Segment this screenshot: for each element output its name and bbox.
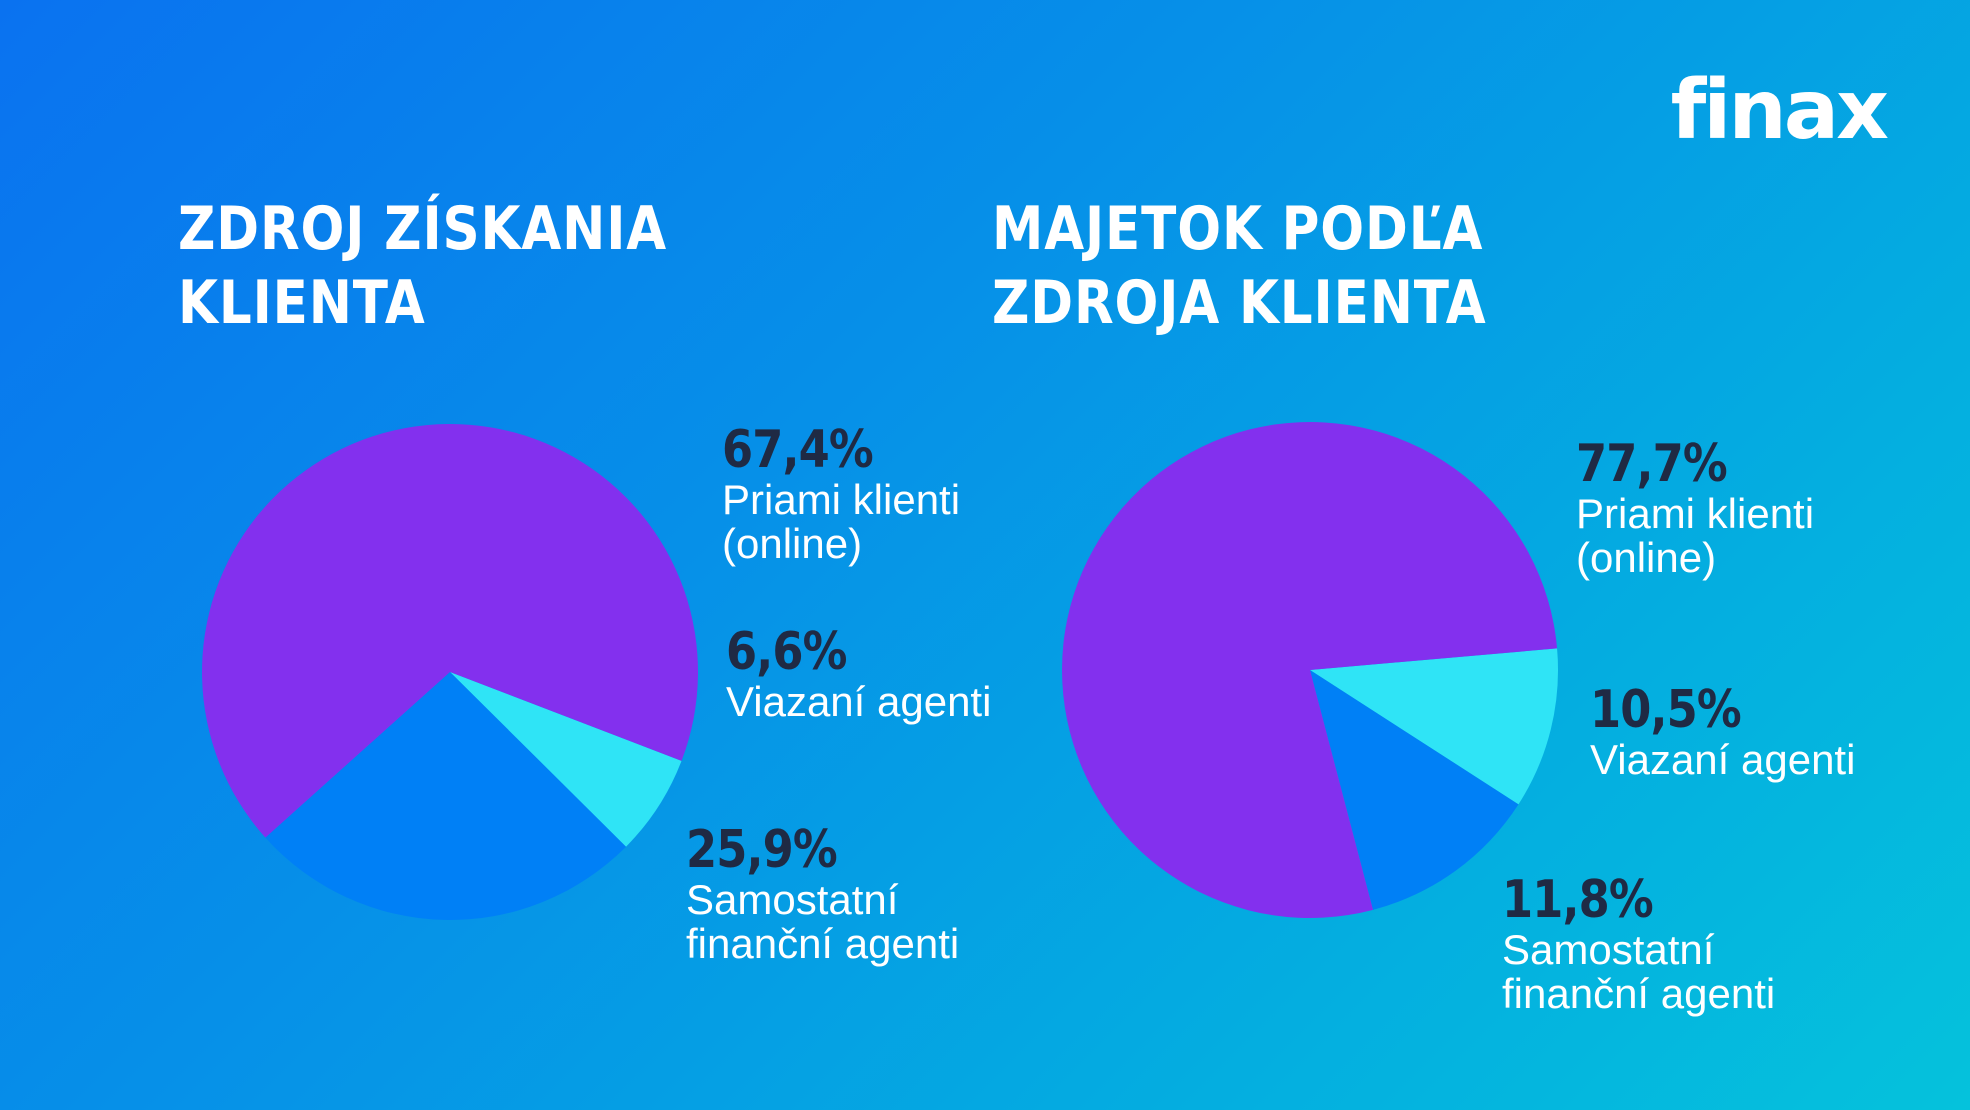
slice-independent-agents	[1310, 670, 1519, 910]
slice-label-tied-agents: 6,6% Viazaní agenti	[726, 624, 991, 724]
slice-direct-clients	[202, 424, 699, 838]
slice-value: 6,6%	[726, 622, 847, 682]
slice-label-tied-agents: 10,5% Viazaní agenti	[1590, 682, 1855, 782]
slice-category: Viazaní agenti	[1590, 736, 1856, 783]
slice-category: Priami klienti (online)	[1576, 490, 1815, 581]
slice-category: Viazaní agenti	[726, 678, 992, 725]
slice-value: 67,4%	[722, 420, 874, 480]
slice-value: 11,8%	[1502, 870, 1654, 930]
pie-chart-client-source	[202, 424, 699, 920]
chart-title-client-source: ZDROJ ZÍSKANIA KLIENTA	[178, 192, 667, 340]
slice-value: 77,7%	[1576, 434, 1728, 494]
slice-tied-agents	[450, 672, 682, 847]
chart-title-line: KLIENTA	[178, 268, 426, 338]
slice-tied-agents	[1310, 648, 1559, 805]
slice-category: Priami klienti (online)	[722, 476, 961, 567]
slice-label-direct-clients: 67,4% Priami klienti (online)	[722, 422, 960, 566]
finax-logo: finax	[1671, 70, 1889, 152]
slice-independent-agents	[265, 672, 627, 920]
chart-title-assets-by-source: MAJETOK PODĽA ZDROJA KLIENTA	[992, 192, 1487, 340]
slice-category: Samostatní finanční agenti	[1502, 926, 1776, 1017]
slice-value: 25,9%	[686, 820, 838, 880]
logo-text: finax	[1670, 63, 1889, 158]
chart-title-line: ZDROJ ZÍSKANIA	[178, 194, 668, 264]
slice-label-independent-agents: 25,9% Samostatní finanční agenti	[686, 822, 959, 966]
slice-label-independent-agents: 11,8% Samostatní finanční agenti	[1502, 872, 1775, 1016]
chart-title-line: MAJETOK PODĽA	[992, 194, 1484, 264]
pie-chart-assets-by-source	[1062, 421, 1559, 918]
slice-category: Samostatní finanční agenti	[686, 876, 960, 967]
slice-label-direct-clients: 77,7% Priami klienti (online)	[1576, 436, 1814, 580]
slice-direct-clients	[1062, 421, 1558, 918]
chart-title-line: ZDROJA KLIENTA	[992, 268, 1487, 338]
slice-value: 10,5%	[1590, 680, 1742, 740]
